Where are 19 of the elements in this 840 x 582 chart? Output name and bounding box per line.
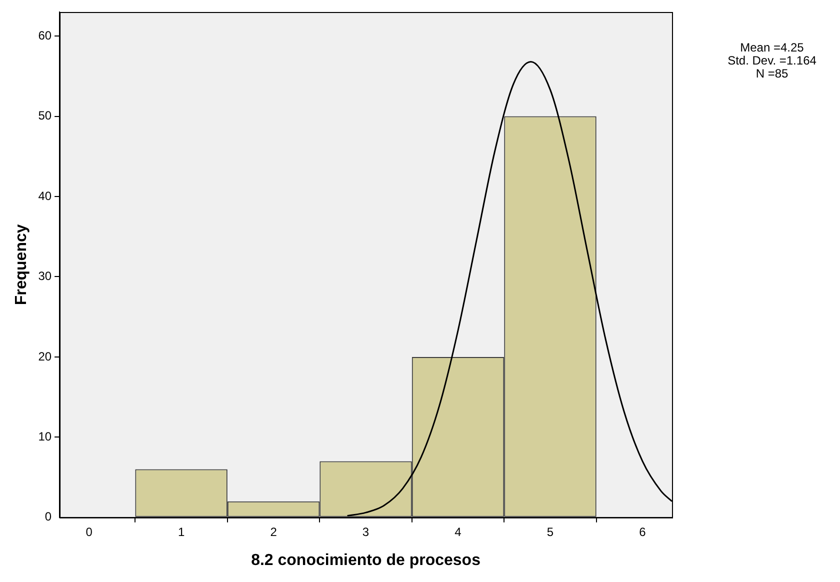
x-tick-label: 1 xyxy=(178,524,185,539)
x-tick-label: 0 xyxy=(86,524,93,539)
y-tick-label: 0 xyxy=(44,510,52,524)
y-tick-label: 50 xyxy=(38,108,52,123)
x-tick-label: 4 xyxy=(454,524,462,539)
x-tick-label: 6 xyxy=(639,524,646,539)
text: Mean =4.25 xyxy=(740,40,804,54)
text: Std. Dev. =1.164 xyxy=(728,53,817,68)
y-tick-label: 20 xyxy=(38,349,52,364)
y-tick-label: 30 xyxy=(38,269,52,284)
y-tick-label: 10 xyxy=(38,429,52,444)
text: N =85 xyxy=(756,66,788,80)
x-tick-label: 2 xyxy=(270,524,278,539)
x-tick-label: 3 xyxy=(362,524,370,539)
y-axis-title: Frequency xyxy=(13,224,30,306)
y-tick-label: 40 xyxy=(38,188,52,203)
x-axis-title: 8.2 conocimiento de procesos xyxy=(251,552,481,569)
x-tick-label: 5 xyxy=(546,524,554,539)
y-tick-label: 60 xyxy=(38,28,52,42)
